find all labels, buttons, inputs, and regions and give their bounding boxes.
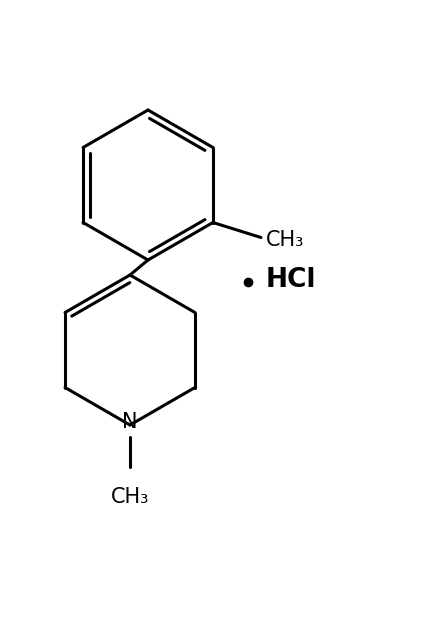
Text: N: N <box>122 412 138 432</box>
Text: CH₃: CH₃ <box>111 487 149 507</box>
Text: HCl: HCl <box>266 267 316 293</box>
Text: CH₃: CH₃ <box>266 230 304 250</box>
